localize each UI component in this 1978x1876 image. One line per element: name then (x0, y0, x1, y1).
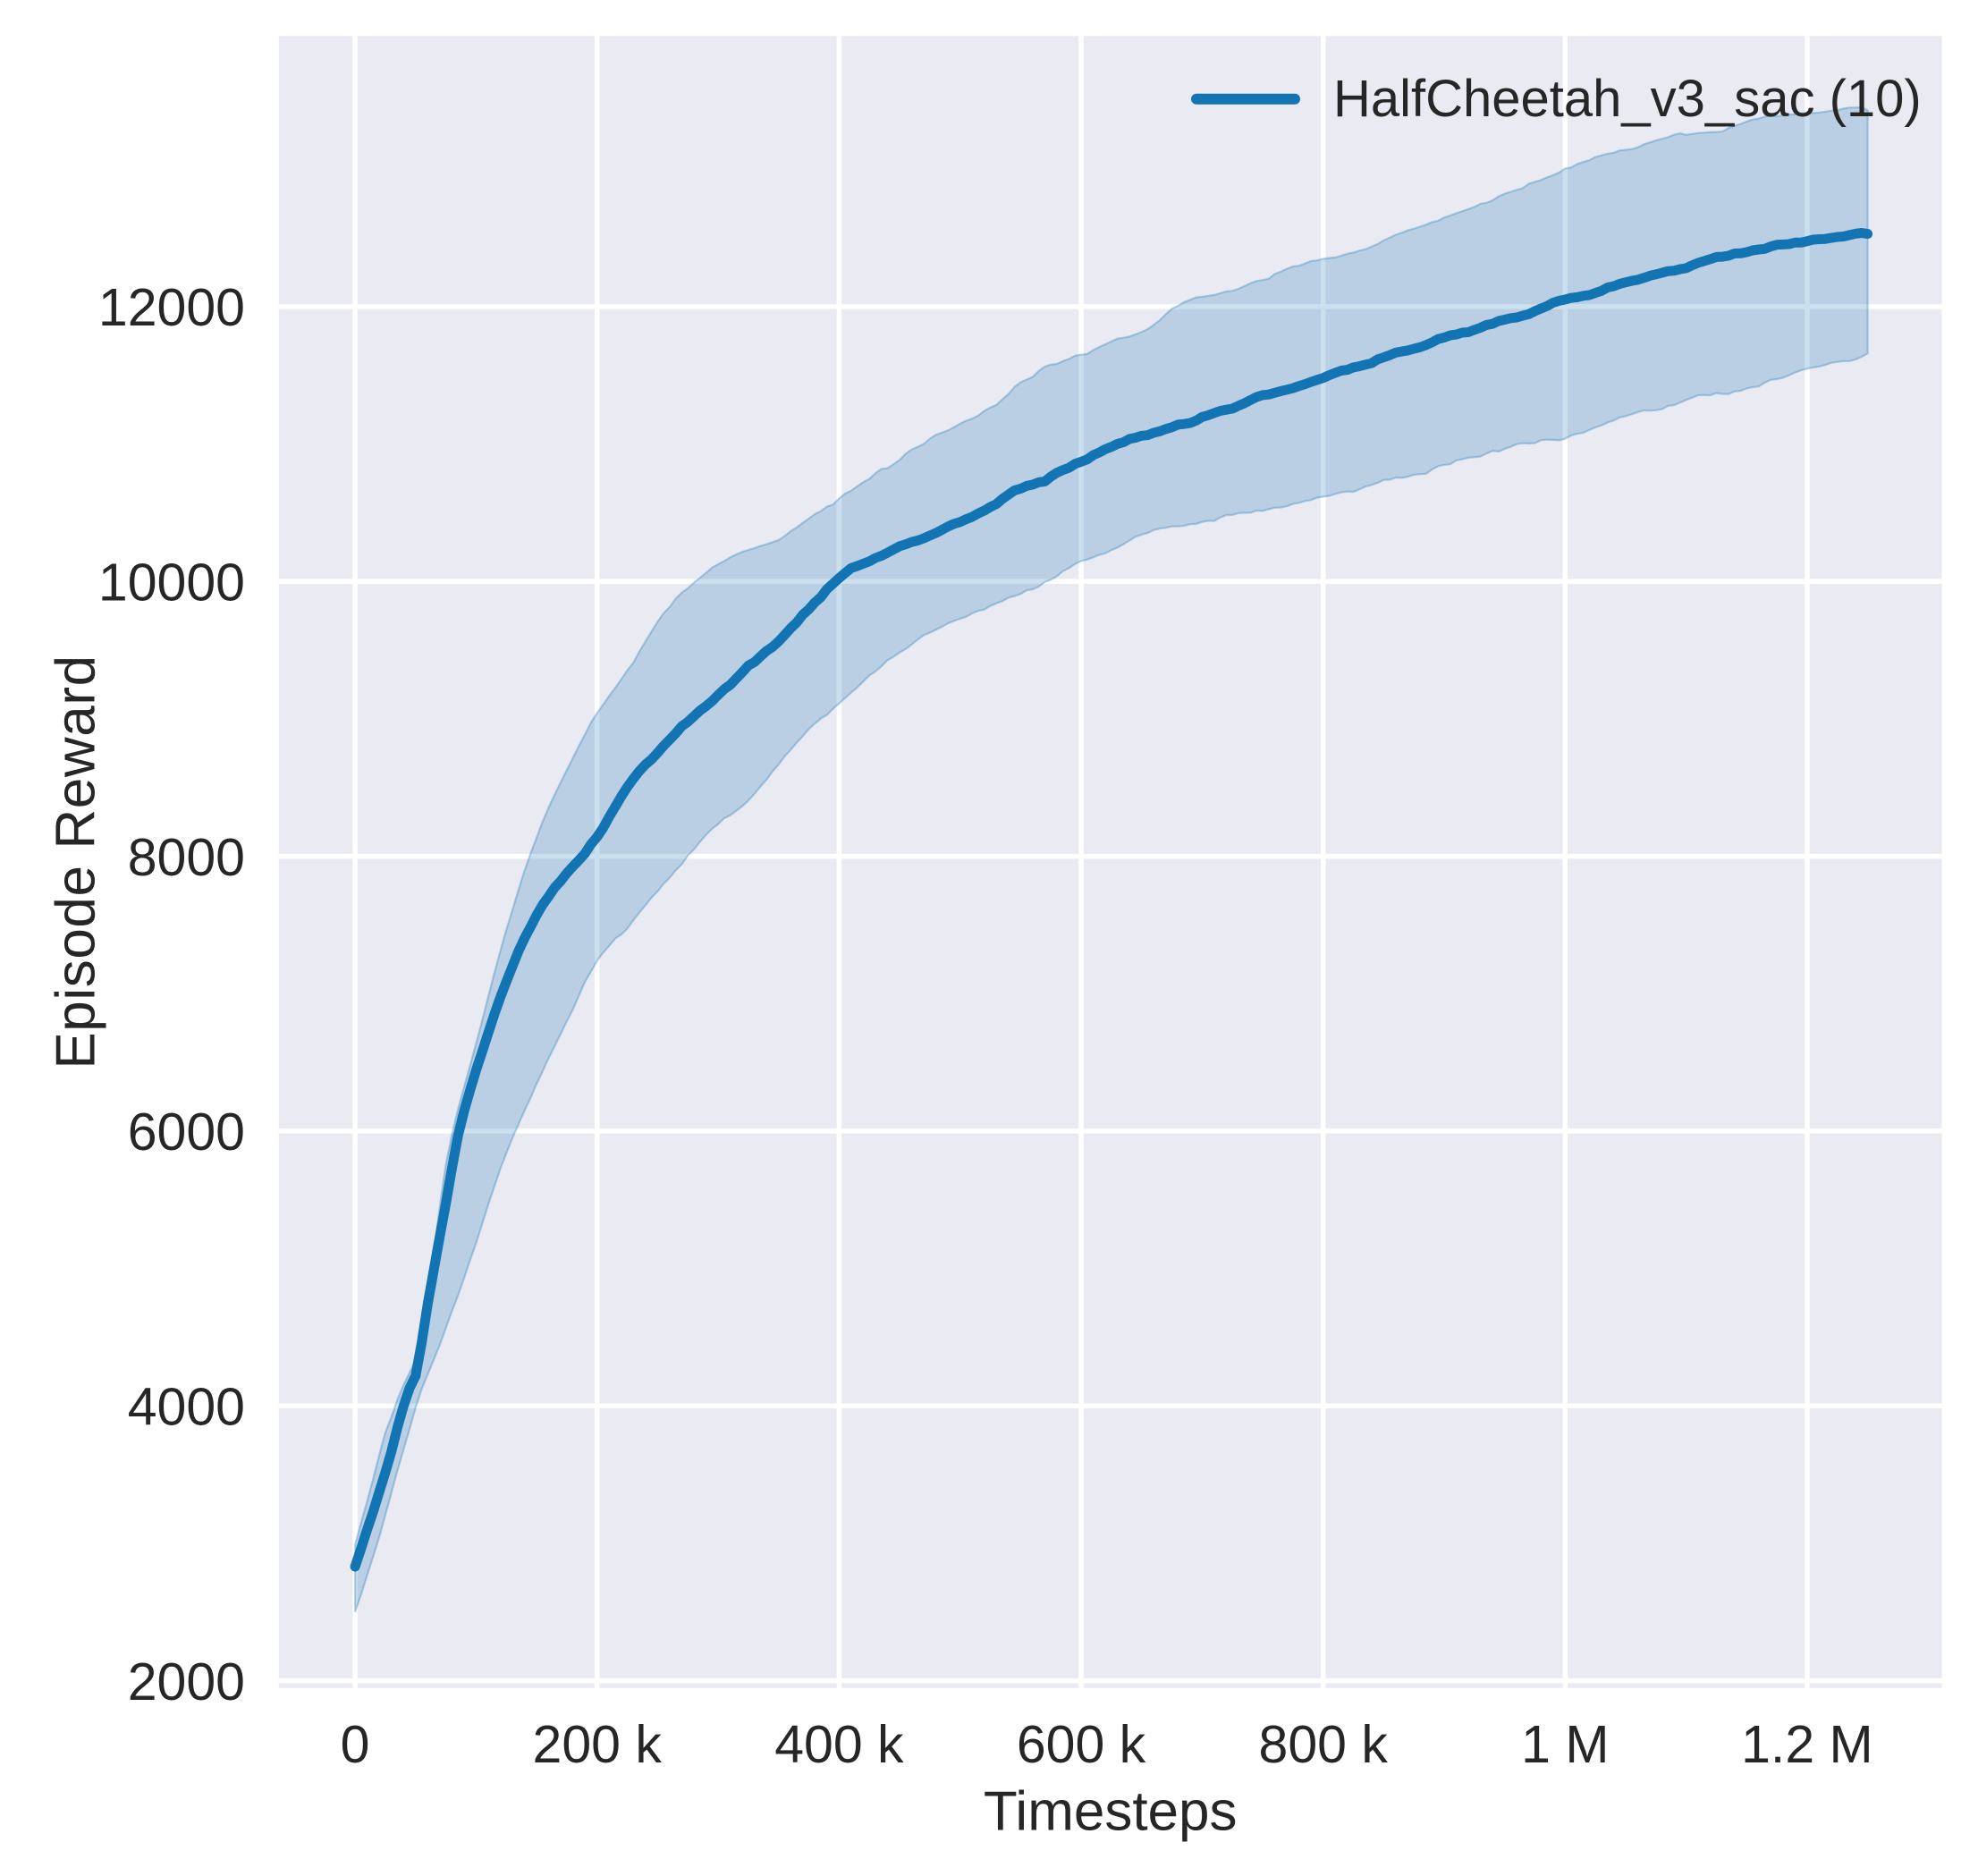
svg-text:Timesteps: Timesteps (984, 1780, 1238, 1842)
svg-text:0: 0 (341, 1715, 370, 1774)
svg-text:2000: 2000 (128, 1652, 245, 1711)
svg-text:400 k: 400 k (774, 1715, 904, 1774)
svg-text:1 M: 1 M (1521, 1715, 1609, 1774)
svg-text:1.2 M: 1.2 M (1741, 1715, 1873, 1774)
svg-text:6000: 6000 (128, 1103, 245, 1162)
svg-text:10000: 10000 (98, 554, 245, 613)
svg-text:12000: 12000 (98, 278, 245, 337)
svg-text:HalfCheetah_v3_sac (10): HalfCheetah_v3_sac (10) (1333, 70, 1922, 128)
svg-text:4000: 4000 (128, 1378, 245, 1437)
svg-text:8000: 8000 (128, 828, 245, 887)
svg-text:800 k: 800 k (1259, 1715, 1389, 1774)
svg-text:200 k: 200 k (533, 1715, 663, 1774)
svg-text:600 k: 600 k (1017, 1715, 1146, 1774)
svg-text:Episode Reward: Episode Reward (46, 655, 107, 1069)
